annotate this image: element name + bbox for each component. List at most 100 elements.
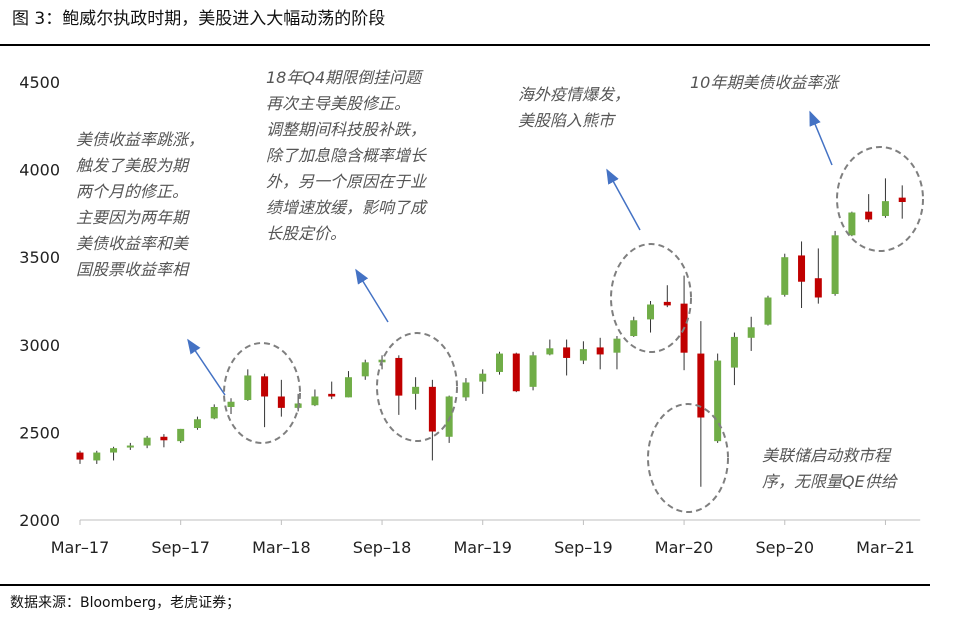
candle-body-up bbox=[143, 437, 151, 446]
annotation-line: 除了加息隐含概率增长 bbox=[266, 146, 427, 165]
candle-body-up bbox=[781, 257, 789, 295]
candle-body-up bbox=[412, 386, 420, 394]
annotation-line: 两个月的修正。 bbox=[76, 182, 189, 201]
annotation-line: 外，另一个原因在于业 bbox=[266, 172, 427, 191]
annotation-arrow bbox=[809, 110, 833, 166]
annotation-arrow bbox=[355, 268, 389, 323]
chart-title: 图 3：鲍威尔执政时期，美股进入大幅动荡的阶段 bbox=[12, 9, 386, 29]
candle-body-up bbox=[630, 320, 638, 337]
y-tick-label: 3500 bbox=[19, 248, 60, 267]
annotation-line: 美债收益率和美 bbox=[76, 234, 189, 253]
candle-series bbox=[76, 178, 906, 487]
annotation-line: 18年Q4期限倒挂问题 bbox=[266, 68, 422, 87]
chart-axes: 2000 2500 3000 3500 4000 4500 Mar–17 Sep–17 Mar–… bbox=[19, 73, 921, 557]
annotation-line: 10年期美债收益率涨 bbox=[690, 73, 839, 92]
annotation-line: 美股陷入熊市 bbox=[518, 111, 615, 130]
candle-body-up bbox=[747, 327, 755, 338]
annotation-line: 绩增速放缓，影响了成 bbox=[266, 198, 427, 217]
candle-body-up bbox=[714, 360, 722, 442]
annotation-line: 海外疫情爆发， bbox=[518, 85, 631, 104]
highlight-ellipse bbox=[223, 342, 301, 444]
candle-body-up bbox=[210, 406, 218, 419]
annotation-line: 美联储启动救市程 bbox=[762, 446, 891, 465]
candle-body-up bbox=[764, 297, 772, 325]
candle-body-up bbox=[311, 396, 319, 406]
candle-body-down bbox=[395, 357, 403, 396]
highlight-ellipse bbox=[647, 403, 729, 513]
candle-body-down bbox=[563, 347, 571, 358]
candle-body-up bbox=[462, 382, 470, 398]
annotation-q4-inversion: 18年Q4期限倒挂问题 再次主导美股修正。 调整期间科技股补跌， 除了加息隐含概… bbox=[266, 65, 426, 247]
x-tick-label: Sep–20 bbox=[756, 538, 815, 557]
x-tick-label: Mar–20 bbox=[655, 538, 714, 557]
candle-body-up bbox=[361, 362, 369, 377]
annotation-10y-yield: 10年期美债收益率涨 bbox=[690, 70, 838, 96]
candle-body-down bbox=[261, 376, 269, 397]
y-tick-label: 4500 bbox=[19, 73, 60, 92]
candle-body-down bbox=[898, 197, 906, 203]
annotation-rate-jump: 美债收益率跳涨， 触发了美股为期 两个月的修正。 主要因为两年期 美债收益率和美… bbox=[76, 127, 204, 283]
candle-body-down bbox=[76, 452, 84, 460]
candle-body-down bbox=[814, 278, 822, 298]
candle-body-down bbox=[328, 393, 336, 397]
annotation-line: 美债收益率跳涨， bbox=[76, 130, 205, 149]
candle-body-up bbox=[126, 445, 134, 448]
highlight-ellipse bbox=[836, 146, 924, 252]
annotation-line: 国股票收益率相 bbox=[76, 260, 189, 279]
annotation-line: 序，无限量QE供给 bbox=[762, 472, 897, 491]
candle-body-up bbox=[110, 448, 118, 453]
annotation-fed-rescue: 美联储启动救市程 序，无限量QE供给 bbox=[762, 443, 897, 495]
x-tick-label: Sep–17 bbox=[151, 538, 210, 557]
x-tick-label: Mar–21 bbox=[856, 538, 915, 557]
candle-body-up bbox=[546, 348, 554, 355]
candle-body-up bbox=[831, 235, 839, 294]
annotation-line: 再次主导美股修正。 bbox=[266, 94, 411, 113]
candle-body-up bbox=[193, 419, 201, 429]
y-tick-label: 2500 bbox=[19, 423, 60, 442]
top-rule bbox=[0, 44, 930, 46]
candle-body-up bbox=[227, 401, 235, 407]
annotation-line: 触发了美股为期 bbox=[76, 156, 189, 175]
annotation-pandemic: 海外疫情爆发， 美股陷入熊市 bbox=[518, 82, 630, 134]
candle-body-up bbox=[344, 377, 352, 398]
y-tick-label: 3000 bbox=[19, 336, 60, 355]
x-tick-label: Mar–18 bbox=[252, 538, 311, 557]
candle-body-up bbox=[93, 452, 101, 461]
candle-body-up bbox=[479, 373, 487, 382]
x-tick-label: Mar–19 bbox=[453, 538, 512, 557]
bottom-rule bbox=[0, 584, 930, 586]
candle-body-down bbox=[277, 396, 285, 408]
candle-body-up bbox=[881, 201, 889, 217]
candle-body-up bbox=[244, 375, 252, 400]
candle-body-up bbox=[177, 428, 185, 442]
annotation-line: 调整期间科技股补跌， bbox=[266, 120, 427, 139]
candle-body-down bbox=[596, 347, 604, 355]
candle-body-up bbox=[529, 355, 537, 387]
x-tick-label: Mar–17 bbox=[51, 538, 110, 557]
candle-body-up bbox=[579, 349, 587, 361]
candle-body-down bbox=[512, 353, 520, 392]
annotation-arrow bbox=[187, 338, 226, 396]
candle-body-down bbox=[697, 353, 705, 418]
source-note: 数据来源：Bloomberg，老虎证券； bbox=[10, 595, 241, 611]
candlestick-chart: 2000 2500 3000 3500 4000 4500 Mar–17 Sep–17 Mar–… bbox=[19, 73, 924, 557]
candle-body-down bbox=[428, 386, 436, 432]
candle-body-down bbox=[798, 255, 806, 282]
highlight-ellipse bbox=[610, 243, 692, 353]
candle-body-down bbox=[865, 211, 873, 220]
candle-body-up bbox=[613, 338, 621, 353]
y-tick-label: 2000 bbox=[19, 511, 60, 530]
y-tick-label: 4000 bbox=[19, 161, 60, 180]
highlight-ellipse bbox=[376, 332, 458, 442]
annotation-line: 长股定价。 bbox=[266, 224, 347, 243]
x-tick-label: Sep–18 bbox=[353, 538, 412, 557]
annotation-arrow bbox=[606, 168, 641, 231]
candle-body-up bbox=[445, 396, 453, 437]
annotation-overlays bbox=[187, 110, 924, 513]
candle-body-up bbox=[848, 212, 856, 236]
candle-body-up bbox=[496, 353, 503, 372]
candle-body-up bbox=[730, 336, 738, 368]
candle-body-up bbox=[647, 304, 655, 320]
annotation-line: 主要因为两年期 bbox=[76, 208, 189, 227]
candle-body-down bbox=[160, 436, 168, 441]
